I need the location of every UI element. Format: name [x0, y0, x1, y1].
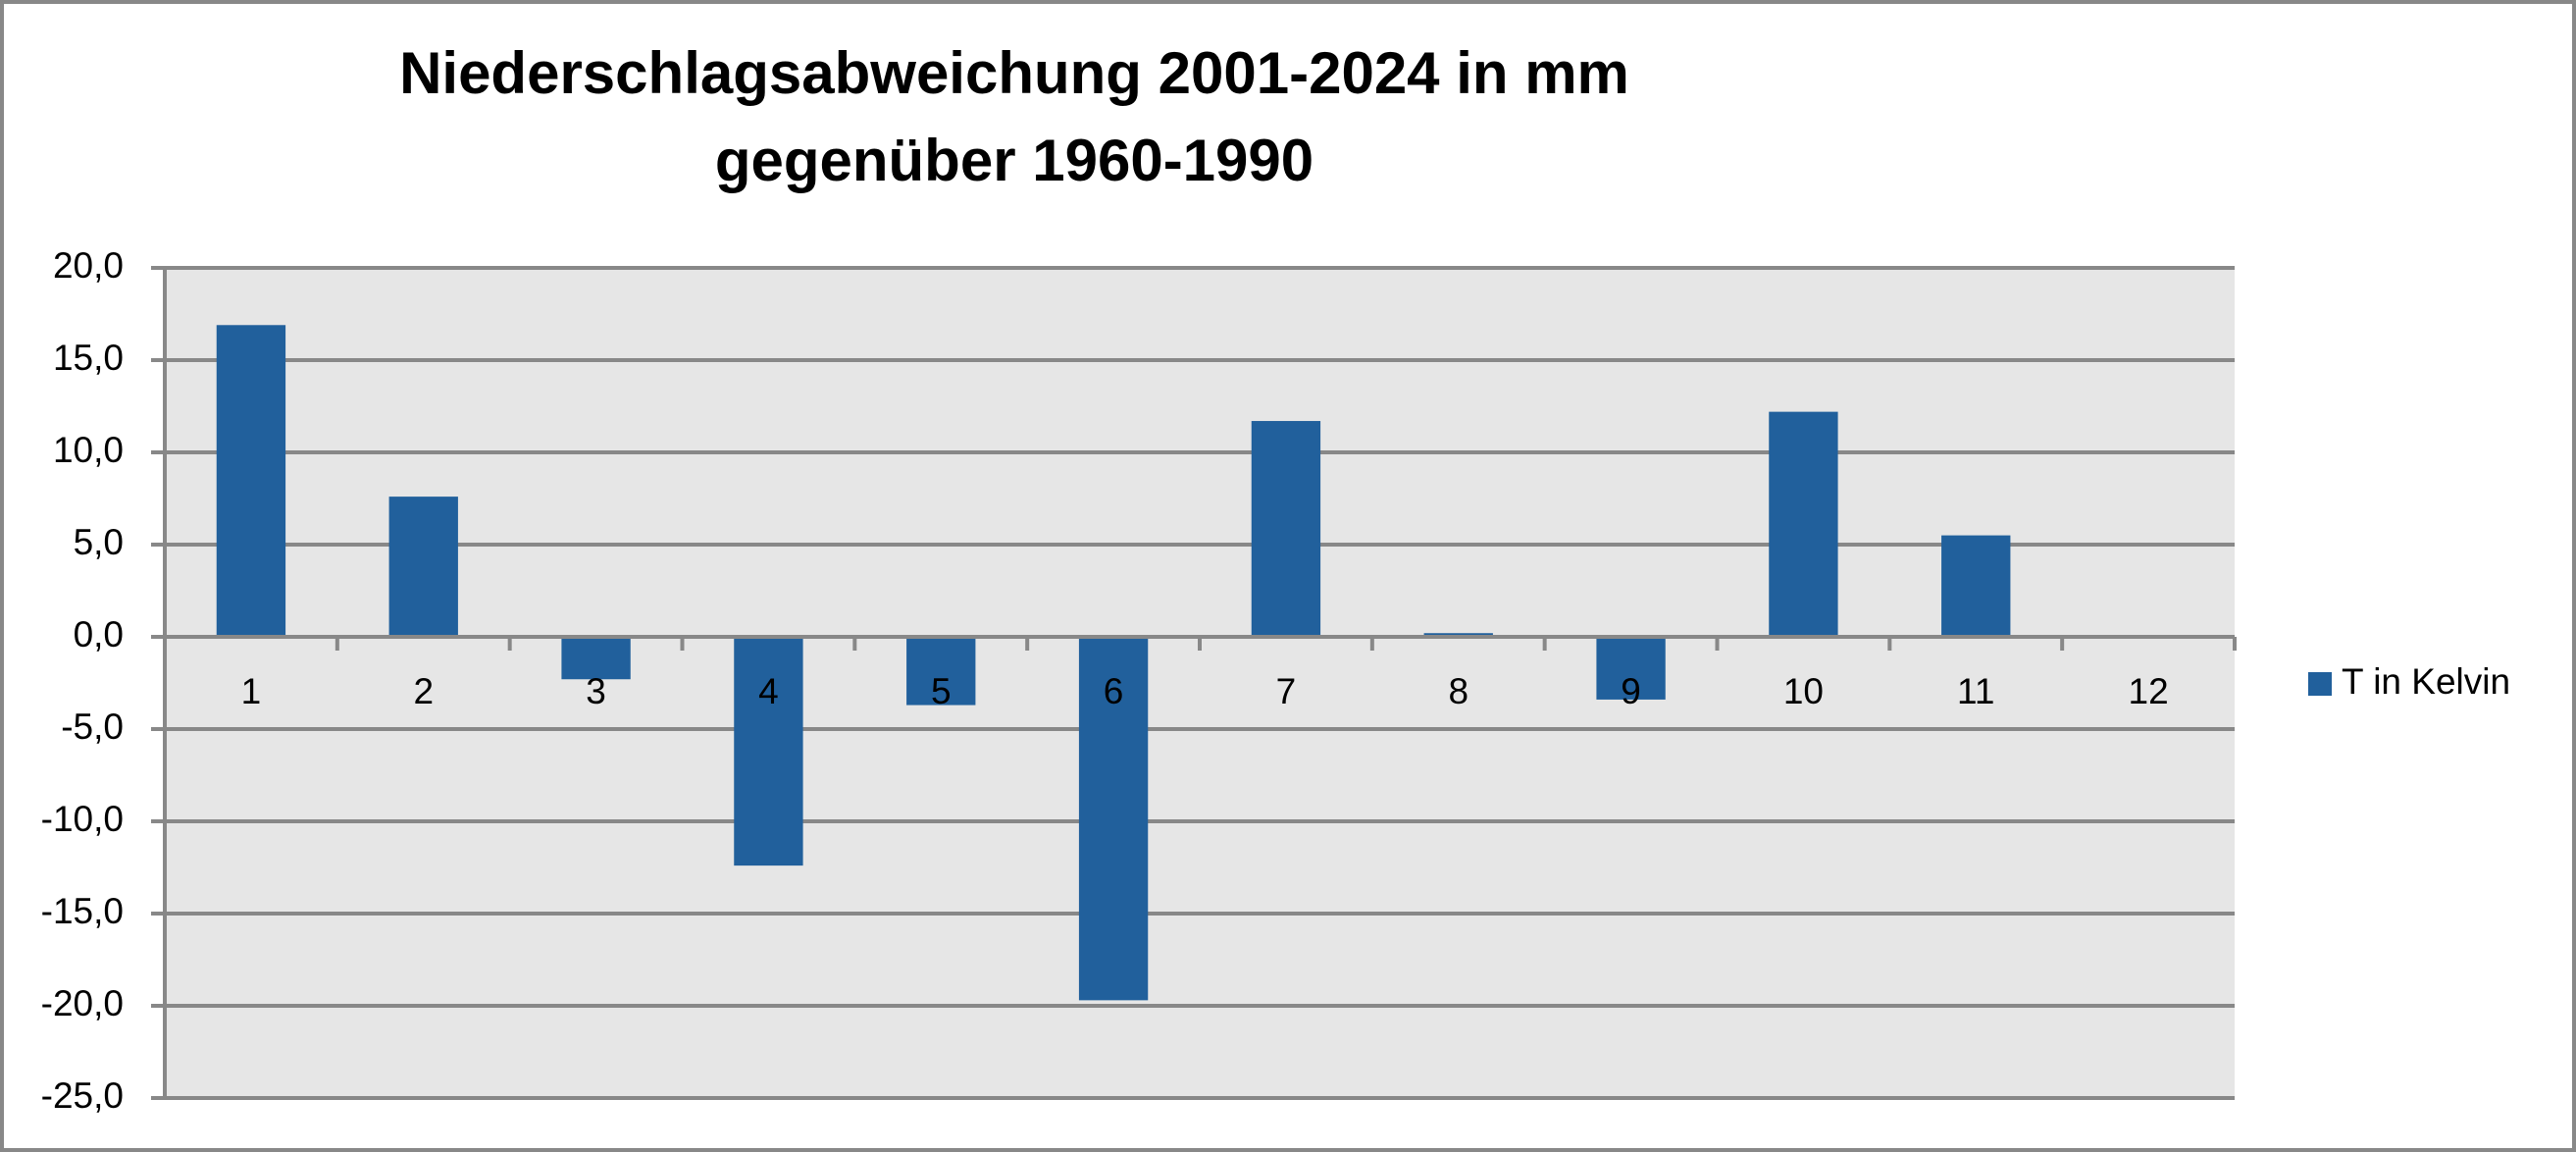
x-tick-label: 12	[2129, 671, 2169, 711]
y-tick-label: -25,0	[41, 1075, 124, 1116]
x-tick-label: 6	[1104, 671, 1124, 711]
bar	[561, 637, 631, 680]
y-tick-label: 5,0	[74, 522, 124, 562]
bar	[906, 637, 976, 706]
x-tick-label: 2	[413, 671, 434, 711]
x-tick-label: 1	[241, 671, 262, 711]
bar	[1078, 637, 1149, 1001]
y-tick-label: 20,0	[53, 245, 124, 286]
legend-label: T in Kelvin	[2342, 661, 2510, 702]
x-tick-label: 5	[931, 671, 952, 711]
bar	[216, 325, 286, 637]
bar	[388, 497, 458, 637]
chart-title: gegenüber 1960-1990	[715, 128, 1314, 193]
y-tick-label: -5,0	[61, 707, 124, 747]
y-tick-label: -10,0	[41, 799, 124, 839]
legend-swatch	[2308, 672, 2332, 696]
x-tick-label: 3	[586, 671, 606, 711]
chart-title: Niederschlagsabweichung 2001-2024 in mm	[399, 40, 1629, 106]
y-tick-label: 15,0	[53, 338, 124, 378]
y-tick-label: 0,0	[74, 614, 124, 655]
x-tick-label: 9	[1621, 671, 1641, 711]
plot-area	[165, 268, 2235, 1098]
x-tick-label: 11	[1957, 671, 1994, 711]
bar	[1596, 637, 1666, 700]
x-tick-label: 7	[1276, 671, 1297, 711]
bar	[734, 637, 803, 866]
y-tick-label: -20,0	[41, 983, 124, 1023]
bar	[1251, 421, 1321, 637]
bar	[1941, 535, 2011, 637]
x-tick-label: 10	[1783, 671, 1824, 711]
x-tick-label: 8	[1448, 671, 1468, 711]
bar	[1769, 411, 1838, 637]
y-tick-label: 10,0	[53, 430, 124, 470]
y-tick-label: -15,0	[41, 891, 124, 931]
x-tick-label: 4	[758, 671, 779, 711]
